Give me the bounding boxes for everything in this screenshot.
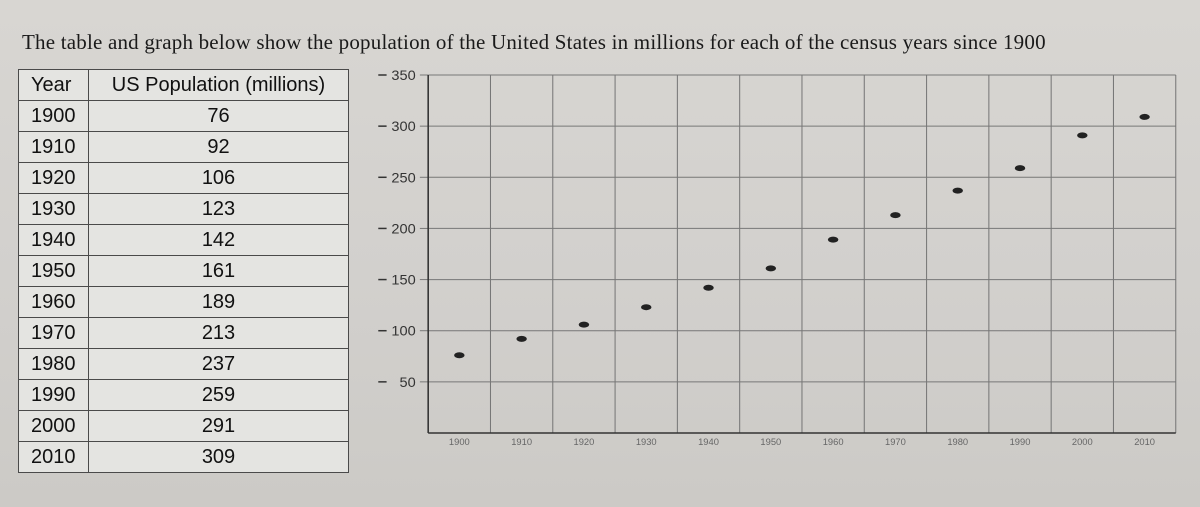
cell-pop: 259 — [89, 380, 349, 411]
cell-pop: 76 — [89, 101, 349, 132]
table-row: 1980237 — [19, 349, 349, 380]
content-row: Year US Population (millions) 1900761910… — [18, 69, 1182, 473]
svg-text:200: 200 — [391, 222, 415, 238]
table-row: 1950161 — [19, 256, 349, 287]
svg-text:50: 50 — [400, 375, 416, 391]
cell-pop: 142 — [89, 225, 349, 256]
table-row: 2010309 — [19, 442, 349, 473]
svg-text:2000: 2000 — [1072, 437, 1093, 447]
cell-year: 1950 — [19, 256, 89, 287]
svg-text:150: 150 — [391, 273, 415, 289]
cell-year: 1930 — [19, 194, 89, 225]
table-row: 191092 — [19, 132, 349, 163]
cell-year: 1960 — [19, 287, 89, 318]
population-table: Year US Population (millions) 1900761910… — [18, 69, 349, 473]
cell-year: 2000 — [19, 411, 89, 442]
svg-text:350: 350 — [391, 69, 415, 84]
svg-text:1900: 1900 — [449, 437, 470, 447]
svg-text:1980: 1980 — [947, 437, 968, 447]
table-row: 1960189 — [19, 287, 349, 318]
cell-pop: 237 — [89, 349, 349, 380]
table-row: 1970213 — [19, 318, 349, 349]
svg-text:1990: 1990 — [1010, 437, 1031, 447]
cell-year: 1900 — [19, 101, 89, 132]
cell-pop: 309 — [89, 442, 349, 473]
svg-text:1910: 1910 — [511, 437, 532, 447]
table-row: 1920106 — [19, 163, 349, 194]
page-title: The table and graph below show the popul… — [22, 30, 1182, 55]
cell-pop: 92 — [89, 132, 349, 163]
svg-text:1970: 1970 — [885, 437, 906, 447]
table-row: 190076 — [19, 101, 349, 132]
svg-text:2010: 2010 — [1134, 437, 1155, 447]
cell-pop: 291 — [89, 411, 349, 442]
svg-text:250: 250 — [391, 171, 415, 187]
col-pop-header: US Population (millions) — [89, 70, 349, 101]
svg-text:1920: 1920 — [574, 437, 595, 447]
cell-pop: 106 — [89, 163, 349, 194]
svg-text:1940: 1940 — [698, 437, 719, 447]
svg-text:1950: 1950 — [760, 437, 781, 447]
svg-text:1930: 1930 — [636, 437, 657, 447]
cell-year: 1940 — [19, 225, 89, 256]
cell-pop: 189 — [89, 287, 349, 318]
cell-year: 1970 — [19, 318, 89, 349]
svg-text:300: 300 — [391, 119, 415, 135]
table-row: 1990259 — [19, 380, 349, 411]
table-row: 1940142 — [19, 225, 349, 256]
cell-year: 1920 — [19, 163, 89, 194]
cell-year: 1990 — [19, 380, 89, 411]
cell-pop: 123 — [89, 194, 349, 225]
col-year-header: Year — [19, 70, 89, 101]
cell-year: 1910 — [19, 132, 89, 163]
svg-text:1960: 1960 — [823, 437, 844, 447]
table-row: 2000291 — [19, 411, 349, 442]
population-chart: 50 100 150 200 250 300 350 1900 1910 1920 1930 1940… — [371, 69, 1182, 451]
table-row: 1930123 — [19, 194, 349, 225]
cell-year: 1980 — [19, 349, 89, 380]
cell-pop: 213 — [89, 318, 349, 349]
table-header-row: Year US Population (millions) — [19, 70, 349, 101]
svg-text:100: 100 — [391, 324, 415, 340]
cell-year: 2010 — [19, 442, 89, 473]
cell-pop: 161 — [89, 256, 349, 287]
